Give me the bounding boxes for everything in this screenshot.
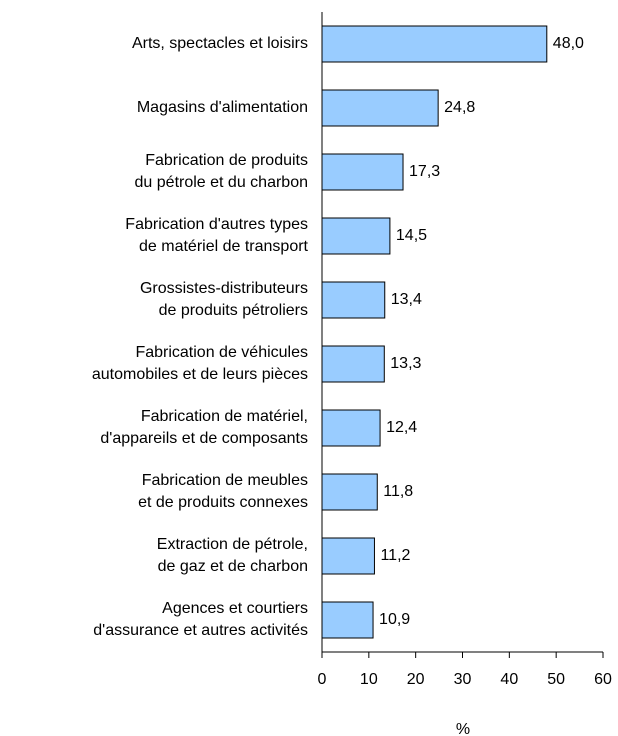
y-tick-label: Arts, spectacles et loisirs [132, 35, 308, 52]
bar [321, 281, 386, 319]
x-tick-label: 30 [454, 671, 472, 688]
x-tick-label: 20 [407, 671, 425, 688]
y-tick-label: Agences et courtiers d'assurance et autre… [93, 600, 308, 639]
y-tick-label: Fabrication de véhicules automobiles et d… [92, 344, 308, 383]
y-tick-label: Magasins d'alimentation [137, 99, 308, 116]
y-tick-label-line: Fabrication d'autres types [125, 216, 308, 233]
x-tick-label: 10 [360, 671, 378, 688]
y-tick-label-line: Fabrication de matériel, [141, 408, 308, 425]
value-label: 13,4 [391, 291, 422, 308]
x-tick-label: 0 [318, 671, 327, 688]
bar [321, 25, 548, 63]
y-tick-label-line: Arts, spectacles et loisirs [132, 35, 308, 52]
y-tick-label-line: Agences et courtiers [162, 600, 308, 617]
bar [321, 217, 391, 255]
y-tick-label-line: Fabrication de produits [145, 152, 308, 169]
y-tick-label-line: automobiles et de leurs pièces [92, 366, 308, 383]
bar [321, 537, 375, 575]
y-tick-label-line: Fabrication de meubles [142, 472, 308, 489]
value-label: 24,8 [444, 99, 475, 116]
y-tick-label-line: Magasins d'alimentation [137, 99, 308, 116]
y-tick-label-line: d'appareils et de composants [100, 430, 308, 447]
value-label: 13,3 [390, 355, 421, 372]
y-tick-label-line: de gaz et de charbon [158, 558, 308, 575]
y-tick-label: Grossistes-distributeurs de produits pétr… [140, 280, 308, 319]
value-label: 12,4 [386, 419, 417, 436]
y-tick-label: Fabrication d'autres types de matériel de… [125, 216, 308, 255]
y-tick-label-line: de matériel de transport [139, 238, 309, 255]
x-tick-label: 60 [594, 671, 612, 688]
value-label: 14,5 [396, 227, 427, 244]
y-tick-label: Fabrication de produits du pétrole et du … [135, 152, 308, 191]
x-tick-label: 40 [500, 671, 518, 688]
bar [321, 153, 404, 191]
bar [321, 89, 439, 127]
y-tick-label-line: de produits pétroliers [159, 302, 308, 319]
value-label: 48,0 [553, 35, 584, 52]
y-tick-label-line: Fabrication de véhicules [135, 344, 308, 361]
y-tick-label-line: d'assurance et autres activités [93, 622, 308, 639]
x-axis-label: % [456, 721, 470, 736]
y-tick-label-line: du pétrole et du charbon [135, 174, 308, 191]
value-label: 11,2 [380, 547, 410, 564]
value-label: 11,8 [383, 483, 413, 500]
y-tick-label: Fabrication de meubles et de produits con… [138, 472, 308, 511]
bar [321, 409, 381, 447]
y-tick-label-line: Extraction de pétrole, [157, 536, 308, 553]
bar [321, 473, 378, 511]
y-tick-label-line: Grossistes-distributeurs [140, 280, 308, 297]
value-label: 10,9 [379, 611, 410, 628]
y-tick-label-line: et de produits connexes [138, 494, 308, 511]
y-tick-label: Extraction de pétrole, de gaz et de charb… [157, 536, 308, 575]
bar [321, 345, 385, 383]
value-label: 17,3 [409, 163, 440, 180]
x-tick-label: 50 [547, 671, 565, 688]
y-tick-label: Fabrication de matériel, d'appareils et d… [100, 408, 308, 447]
bar [321, 601, 374, 639]
